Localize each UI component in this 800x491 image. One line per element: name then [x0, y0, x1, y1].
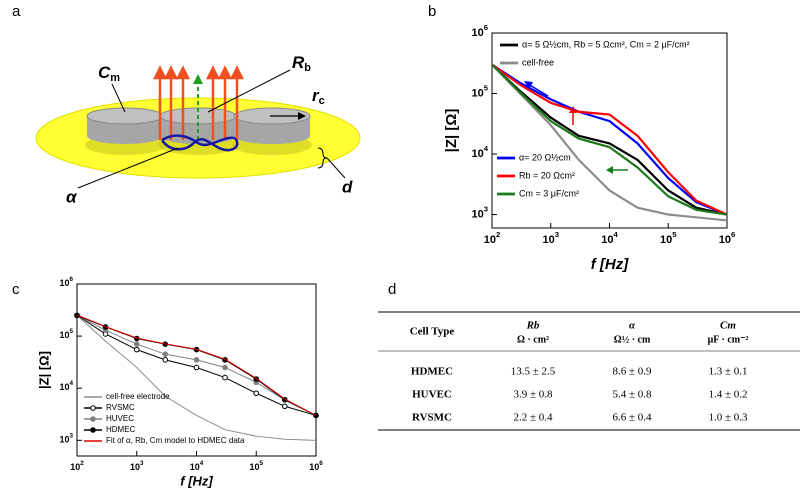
- column-header: Cell Type: [410, 326, 455, 338]
- arrow-head: [193, 74, 203, 84]
- y-tick-label: 104: [471, 144, 488, 160]
- diagram-label: α: [66, 187, 78, 206]
- x-tick-label: 106: [719, 230, 736, 246]
- series-line: [491, 63, 728, 216]
- y-tick-label: 103: [471, 205, 488, 221]
- legend-marker: [90, 416, 96, 422]
- y-tick-label: 104: [59, 380, 73, 393]
- x-tick-label: 102: [70, 460, 84, 473]
- x-tick-label: 102: [484, 230, 501, 246]
- legend-label: α= 20 Ω½cm: [519, 152, 571, 162]
- leader-line: [207, 69, 291, 113]
- column-unit: Ω · cm²: [517, 334, 549, 345]
- leader-line: [111, 83, 126, 113]
- x-tick-label: 106: [309, 460, 323, 473]
- panel-label: b: [428, 3, 436, 20]
- table-cell: 3.9 ± 0.8: [513, 389, 553, 401]
- y-tick-label: 105: [59, 328, 73, 341]
- y-tick-label: 106: [471, 23, 488, 39]
- leader-line: [77, 147, 179, 189]
- legend-label: Rb = 20 Ωcm²: [519, 170, 575, 180]
- x-tick-label: 105: [660, 230, 677, 246]
- table: Cell Type Rb Ω · cm² α Ω½ · cm Cm μF · cm⁻² HDM…: [378, 311, 800, 431]
- panel-label: c: [12, 281, 20, 298]
- table-cell: 1.4 ± 0.2: [708, 389, 747, 401]
- row-header: RVSMC: [412, 412, 452, 424]
- legend-label: cell-free: [522, 57, 554, 67]
- alpha-path: [161, 134, 235, 147]
- legend-label: HDMEC: [106, 425, 136, 434]
- cell: [233, 107, 311, 144]
- column-header: α: [629, 320, 636, 332]
- y-axis-label: |Z| [Ω]: [36, 351, 51, 389]
- marker: [193, 364, 200, 371]
- y-tick-label: 105: [471, 84, 488, 100]
- diagram-label: Rb: [292, 53, 311, 73]
- column-unit: Ω½ · cm: [614, 334, 651, 345]
- diagram-label: d: [342, 177, 353, 196]
- legend-label: HUVEC: [106, 414, 134, 423]
- y-axis-label: |Z| [Ω]: [443, 109, 460, 153]
- series-line: [491, 63, 728, 222]
- y-tick-label: 103: [59, 432, 73, 445]
- marker: [222, 374, 228, 381]
- legend-label: Cm = 3 μF/cm²: [519, 188, 579, 198]
- series-line: [491, 63, 728, 216]
- x-tick-label: 104: [601, 230, 618, 246]
- column-header: Rb: [526, 320, 540, 332]
- diagram-label: Cm: [98, 63, 120, 83]
- leader-line: [326, 157, 346, 179]
- legend-label: Fit of α, Rb, Cm model to HDMEC data: [106, 436, 245, 445]
- legend-label: cell-free electrode: [106, 392, 170, 401]
- current-arrows: [152, 65, 245, 140]
- marker: [162, 351, 169, 357]
- cell-diagram: Cm Rb rc α d: [35, 53, 361, 206]
- x-tick-label: 105: [249, 460, 263, 473]
- table-cell: 13.5 ± 2.5: [511, 366, 556, 378]
- cell: [86, 107, 164, 144]
- x-axis-label: f [Hz]: [591, 256, 629, 273]
- table-cell: 2.2 ± 0.4: [513, 412, 553, 424]
- marker: [193, 357, 200, 363]
- table-cell: 1.0 ± 0.3: [708, 412, 748, 424]
- column-header: Cm: [720, 320, 736, 332]
- arrow-head: [298, 112, 306, 120]
- series-line: [491, 63, 728, 216]
- column-unit: μF · cm⁻²: [708, 334, 749, 345]
- marker: [133, 346, 140, 353]
- marker: [281, 403, 288, 410]
- legend-marker: [90, 405, 96, 411]
- series-line: [76, 314, 317, 416]
- row-header: HUVEC: [412, 389, 452, 401]
- table-cell: 5.4 ± 0.8: [612, 389, 652, 401]
- x-tick-label: 104: [190, 460, 204, 473]
- marker: [253, 390, 260, 397]
- panel-label: d: [388, 281, 396, 298]
- table-cell: 6.6 ± 0.4: [612, 412, 652, 424]
- diagram-label: rc: [312, 86, 325, 106]
- marker: [162, 357, 169, 363]
- legend-label: RVSMC: [106, 403, 135, 412]
- legend-label: α= 5 Ω½cm, Rb = 5 Ωcm², Cm = 2 μF/cm²: [522, 39, 690, 49]
- series-line: [76, 314, 317, 441]
- x-tick-label: 103: [542, 230, 559, 246]
- panel-label: a: [12, 3, 21, 20]
- x-axis-label: f [Hz]: [180, 473, 213, 488]
- series-line: [491, 63, 728, 216]
- x-tick-label: 103: [130, 460, 144, 473]
- row-header: HDMEC: [411, 366, 453, 378]
- marker: [222, 364, 228, 371]
- marker: [133, 341, 140, 347]
- table-cell: 8.6 ± 0.9: [612, 366, 652, 378]
- legend-marker: [90, 427, 96, 433]
- table-cell: 1.3 ± 0.1: [708, 366, 747, 378]
- y-tick-label: 106: [59, 276, 73, 289]
